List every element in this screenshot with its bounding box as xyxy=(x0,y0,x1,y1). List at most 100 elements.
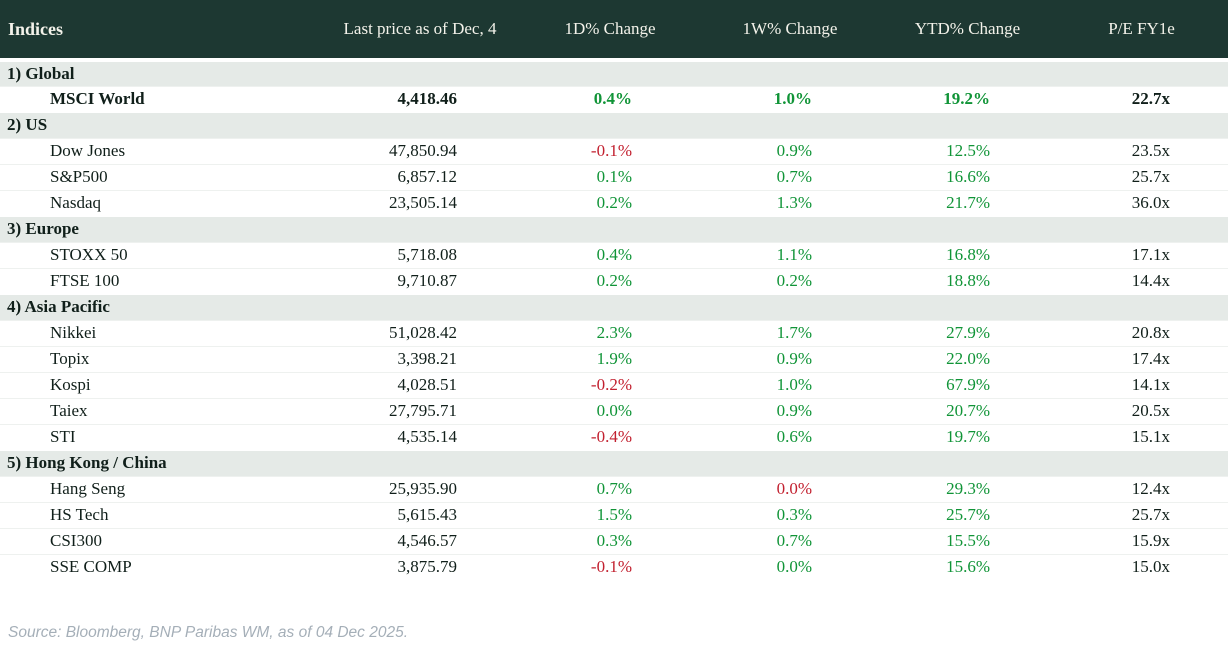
ytd-change: 22.0% xyxy=(880,345,1055,372)
1d-change-value: -0.1% xyxy=(590,557,632,577)
1w-change-value: 0.3% xyxy=(776,505,812,524)
index-name: STOXX 50 xyxy=(0,241,320,268)
last-price: 6,857.12 xyxy=(320,163,520,190)
1d-change-value: 1.9% xyxy=(596,349,632,368)
1w-change: 0.0% xyxy=(700,475,880,502)
col-header-ytd-change: YTD% Change xyxy=(880,0,1055,62)
1d-change-value: 0.0% xyxy=(596,401,632,420)
pe-ratio: 17.4x xyxy=(1055,345,1228,372)
1d-change: 2.3% xyxy=(520,319,700,346)
ytd-change: 18.8% xyxy=(880,267,1055,294)
1w-change-value: 0.2% xyxy=(776,270,812,290)
col-header-pe: P/E FY1e xyxy=(1055,0,1228,62)
index-name: Hang Seng xyxy=(0,475,320,502)
1w-change: 0.2% xyxy=(700,267,880,294)
ytd-change: 27.9% xyxy=(880,319,1055,346)
ytd-change: 19.7% xyxy=(880,423,1055,450)
1w-change: 0.9% xyxy=(700,397,880,424)
last-price: 5,615.43 xyxy=(320,501,520,528)
1w-change-value: 1.0% xyxy=(776,375,812,394)
1d-change: -0.4% xyxy=(520,423,700,450)
pe-ratio: 14.4x xyxy=(1055,267,1228,294)
1d-change: 0.2% xyxy=(520,189,700,216)
section-label: 2) US xyxy=(0,111,1228,138)
ytd-change: 16.6% xyxy=(880,163,1055,190)
index-name: HS Tech xyxy=(0,501,320,528)
table-row: Hang Seng 25,935.90 0.7% 0.0% 29.3% 12.4x xyxy=(0,475,1228,502)
pe-ratio: 22.7x xyxy=(1055,85,1228,112)
1w-change-value: 1.0% xyxy=(773,88,812,108)
table-row: STI 4,535.14 -0.4% 0.6% 19.7% 15.1x xyxy=(0,423,1228,450)
ytd-change-value: 29.3% xyxy=(946,479,990,498)
1d-change-value: 0.2% xyxy=(596,270,632,290)
1w-change: 1.0% xyxy=(700,371,880,398)
ytd-change-value: 25.7% xyxy=(946,505,990,524)
section-row: 2) US xyxy=(0,111,1228,138)
1d-change: -0.2% xyxy=(520,371,700,398)
1w-change-value: 1.7% xyxy=(776,323,812,342)
1w-change: 0.7% xyxy=(700,163,880,190)
1w-change: 1.1% xyxy=(700,241,880,268)
index-name: Topix xyxy=(0,345,320,372)
ytd-change-value: 15.6% xyxy=(946,557,990,577)
1d-change: 0.1% xyxy=(520,163,700,190)
1d-change: 0.3% xyxy=(520,527,700,554)
last-price: 47,850.94 xyxy=(320,137,520,164)
1d-change-value: -0.2% xyxy=(590,375,632,394)
1d-change-value: 0.4% xyxy=(593,88,632,108)
index-name: FTSE 100 xyxy=(0,267,320,294)
ytd-change-value: 16.6% xyxy=(946,167,990,186)
ytd-change-value: 21.7% xyxy=(946,192,990,212)
index-name: Taiex xyxy=(0,397,320,424)
1d-change-value: 1.5% xyxy=(596,505,632,524)
index-name: Nasdaq xyxy=(0,189,320,216)
ytd-change: 15.6% xyxy=(880,553,1055,580)
pe-ratio: 25.7x xyxy=(1055,501,1228,528)
last-price: 5,718.08 xyxy=(320,241,520,268)
last-price: 23,505.14 xyxy=(320,189,520,216)
col-header-last-price: Last price as of Dec, 4 xyxy=(320,0,520,62)
col-header-indices: Indices xyxy=(0,0,320,62)
table-row: Nasdaq 23,505.14 0.2% 1.3% 21.7% 36.0x xyxy=(0,189,1228,216)
1w-change: 0.3% xyxy=(700,501,880,528)
section-label: 5) Hong Kong / China xyxy=(0,449,1228,476)
col-header-1w-change: 1W% Change xyxy=(700,0,880,62)
ytd-change: 16.8% xyxy=(880,241,1055,268)
ytd-change: 21.7% xyxy=(880,189,1055,216)
1w-change: 0.7% xyxy=(700,527,880,554)
source-note: Source: Bloomberg, BNP Paribas WM, as of… xyxy=(8,624,409,641)
section-row: 4) Asia Pacific xyxy=(0,293,1228,320)
last-price: 4,028.51 xyxy=(320,371,520,398)
1d-change-value: -0.4% xyxy=(590,426,632,446)
1w-change-value: 0.0% xyxy=(776,479,812,498)
1w-change-value: 0.6% xyxy=(776,426,812,446)
last-price: 4,546.57 xyxy=(320,527,520,554)
table-row: Topix 3,398.21 1.9% 0.9% 22.0% 17.4x xyxy=(0,345,1228,372)
table-row: HS Tech 5,615.43 1.5% 0.3% 25.7% 25.7x xyxy=(0,501,1228,528)
pe-ratio: 20.5x xyxy=(1055,397,1228,424)
table-row: Dow Jones 47,850.94 -0.1% 0.9% 12.5% 23.5x xyxy=(0,137,1228,164)
1w-change: 1.7% xyxy=(700,319,880,346)
ytd-change: 19.2% xyxy=(880,85,1055,112)
pe-ratio: 15.9x xyxy=(1055,527,1228,554)
1d-change: 0.4% xyxy=(520,85,700,112)
1d-change: -0.1% xyxy=(520,137,700,164)
1w-change-value: 0.7% xyxy=(776,167,812,186)
1d-change-value: -0.1% xyxy=(590,141,632,160)
index-name: MSCI World xyxy=(0,85,320,112)
1d-change-value: 0.7% xyxy=(596,479,632,498)
1d-change: 0.0% xyxy=(520,397,700,424)
1d-change: 0.4% xyxy=(520,241,700,268)
pe-ratio: 17.1x xyxy=(1055,241,1228,268)
ytd-change: 15.5% xyxy=(880,527,1055,554)
ytd-change-value: 18.8% xyxy=(946,270,990,290)
ytd-change-value: 15.5% xyxy=(946,531,990,550)
index-name: SSE COMP xyxy=(0,553,320,580)
indices-table: Indices Last price as of Dec, 4 1D% Chan… xyxy=(0,0,1228,580)
pe-ratio: 20.8x xyxy=(1055,319,1228,346)
section-label: 1) Global xyxy=(0,59,1228,86)
section-label: 4) Asia Pacific xyxy=(0,293,1228,320)
last-price: 4,535.14 xyxy=(320,423,520,450)
ytd-change-value: 19.2% xyxy=(943,88,990,108)
index-name: Nikkei xyxy=(0,319,320,346)
